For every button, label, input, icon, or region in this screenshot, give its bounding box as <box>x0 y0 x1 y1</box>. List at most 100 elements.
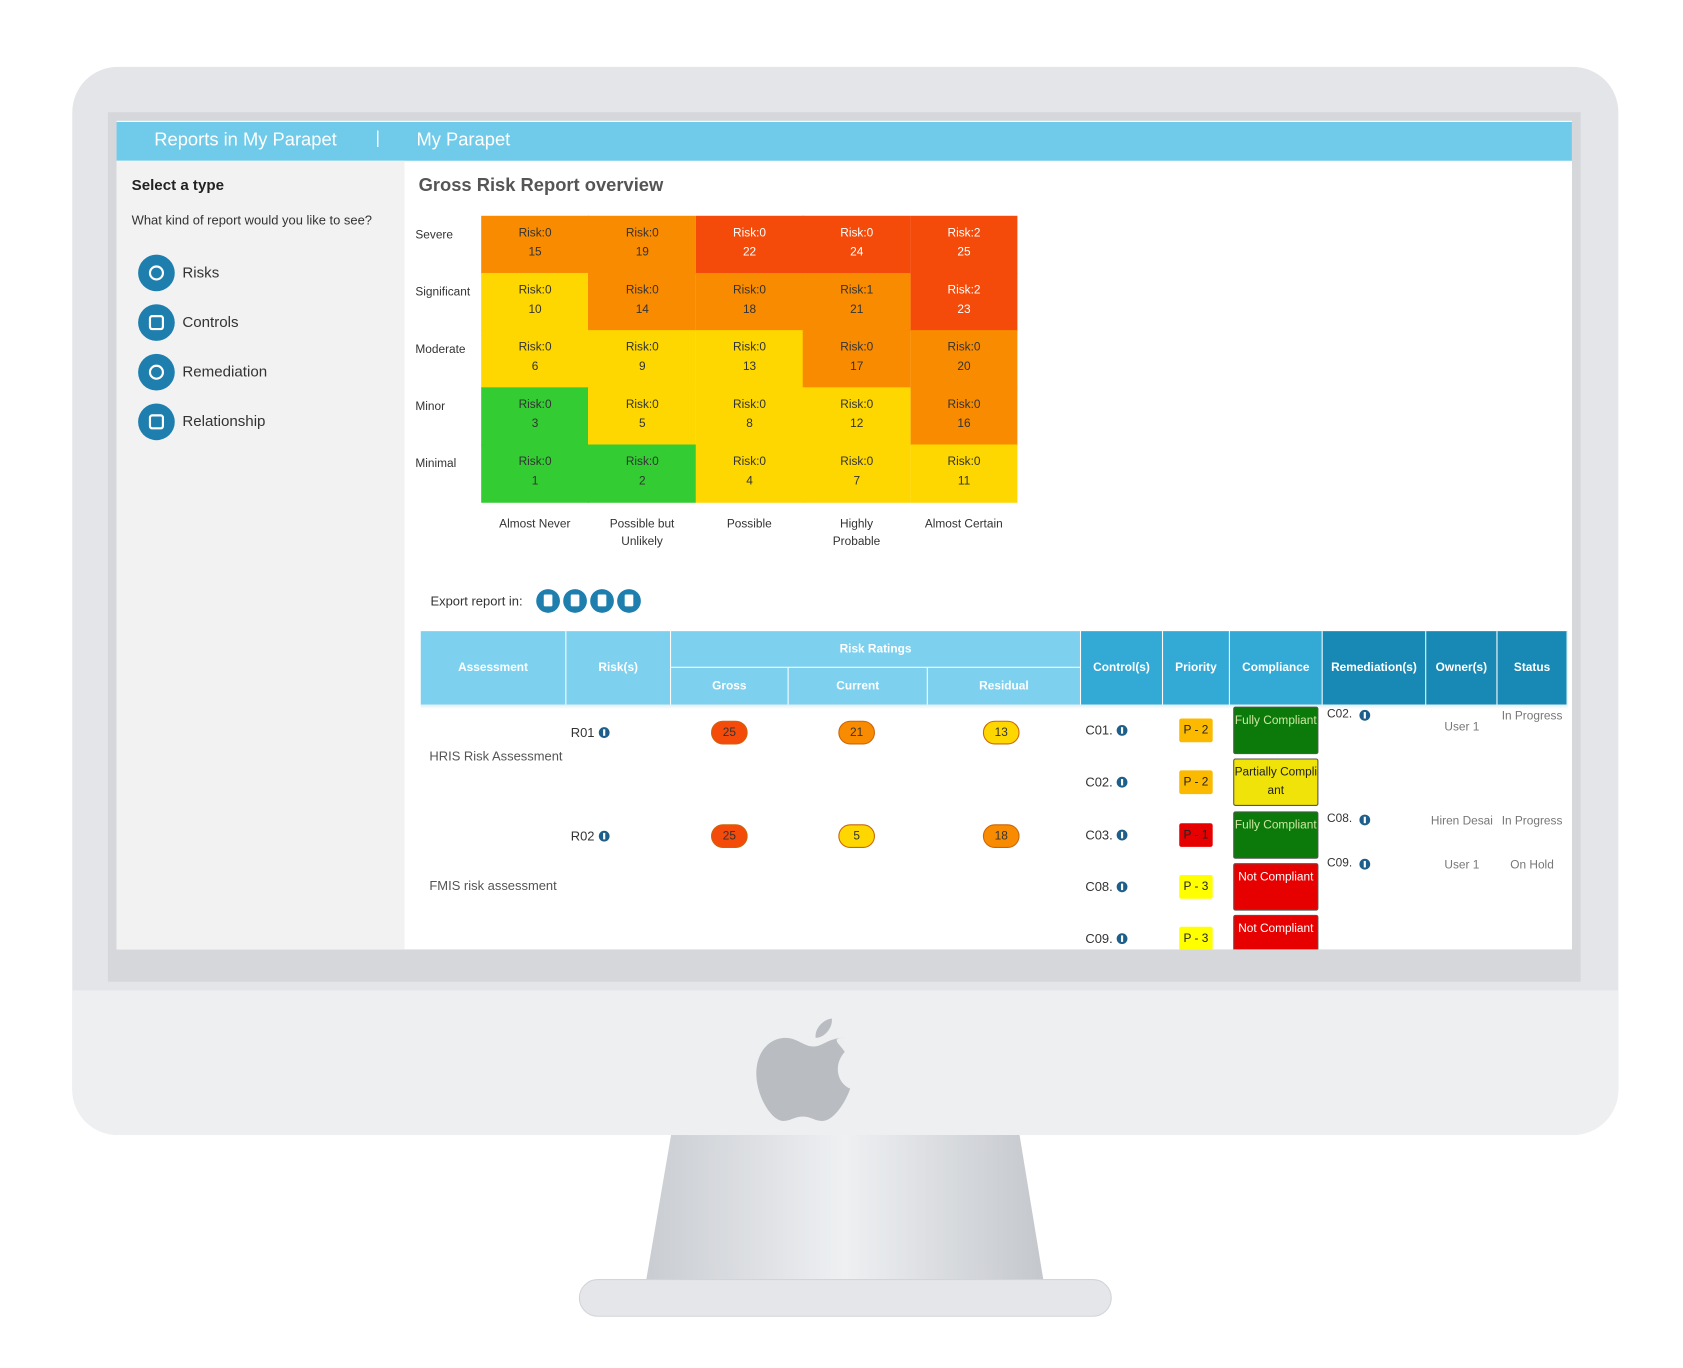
column-label: Possible <box>726 517 772 531</box>
priority-label: P - 2 <box>1183 723 1209 737</box>
sidebar-item[interactable]: Controls <box>182 312 239 331</box>
sidebar-title: Select a type <box>131 175 224 194</box>
heatmap-cell: Risk:0 11 <box>910 444 1018 503</box>
sidebar-icon[interactable] <box>138 254 175 292</box>
compliance-label: Partially Compliant <box>1234 766 1318 798</box>
row-label: Significant <box>415 285 471 299</box>
export-button[interactable] <box>563 589 587 613</box>
remediation-id: C09. <box>1327 856 1353 870</box>
export-glyph <box>624 594 634 607</box>
heatmap-cell: Risk:0 10 <box>481 272 589 331</box>
cell-risk: Risk:0 <box>733 283 767 297</box>
header-label: Compliance <box>1242 661 1310 675</box>
info-icon[interactable] <box>1116 725 1128 736</box>
heatmap-cell: Risk:2 23 <box>910 272 1018 331</box>
header-label: Risk(s) <box>598 661 639 675</box>
nav-link[interactable]: Reports in My Parapet <box>154 129 337 150</box>
info-glyph <box>1120 831 1124 839</box>
owner: User 1 <box>1444 858 1480 872</box>
heatmap-cell: Risk:0 5 <box>588 387 697 446</box>
info-icon[interactable] <box>1116 881 1128 893</box>
sidebar-icon[interactable] <box>138 304 175 341</box>
info-glyph <box>1120 935 1124 942</box>
column-label: Highly Probable <box>832 517 881 549</box>
heatmap-cell: Risk:0 9 <box>588 330 697 388</box>
risk-id: R02 <box>570 828 595 844</box>
heatmap-cell: Risk:0 22 <box>695 215 804 274</box>
heatmap-cell: Risk:0 13 <box>695 330 804 388</box>
cell-score: 8 <box>746 417 753 431</box>
assessment: HRIS Risk Assessment <box>429 748 563 764</box>
export-button[interactable] <box>590 589 614 613</box>
row-label: Minor <box>415 400 446 414</box>
info-icon[interactable] <box>1359 814 1371 826</box>
compliance-label: Not Compliant <box>1238 922 1314 936</box>
compliance-badge: Not Compliant <box>1233 914 1319 950</box>
cell-risk: Risk:1 <box>840 283 874 297</box>
sidebar-item[interactable]: Risks <box>182 263 220 281</box>
sidebar <box>116 160 405 950</box>
nav-link[interactable]: My Parapet <box>416 129 511 150</box>
info-icon[interactable] <box>1116 933 1128 945</box>
heatmap-cell: Risk:0 3 <box>481 387 589 446</box>
owner: Hiren Desai <box>1430 814 1493 828</box>
priority-badge: P - 1 <box>1179 823 1213 847</box>
cell-score: 23 <box>957 303 971 317</box>
header-shadow <box>420 704 1568 709</box>
info-icon[interactable] <box>1359 709 1371 721</box>
info-icon[interactable] <box>598 830 610 842</box>
rating-pill: 18 <box>982 824 1020 849</box>
table-header: Risk(s) <box>566 631 672 705</box>
cell-risk: Risk:0 <box>518 340 552 354</box>
table-header: Owner(s) <box>1426 631 1498 705</box>
sidebar-icon[interactable] <box>138 403 175 441</box>
cell-risk: Risk:0 <box>840 226 874 240</box>
cell-score: 17 <box>850 360 864 374</box>
export-button[interactable] <box>536 589 560 613</box>
cell-score: 5 <box>638 417 646 431</box>
export-label: Export report in: <box>430 593 523 609</box>
export-button[interactable] <box>617 589 641 613</box>
logo <box>756 1018 851 1121</box>
compliance-badge: Not Compliant <box>1233 863 1319 911</box>
compliance-label: Not Compliant <box>1238 870 1314 884</box>
info-glyph <box>1363 860 1366 868</box>
table-header: Priority <box>1163 631 1230 705</box>
heatmap-cell: Risk:0 20 <box>910 330 1018 388</box>
icon-glyph <box>148 315 164 331</box>
table-header: Gross <box>671 667 789 705</box>
sidebar-prompt: What kind of report would you like to se… <box>131 212 373 228</box>
info-icon[interactable] <box>1116 829 1128 841</box>
header-label: Assessment <box>458 661 529 675</box>
info-icon[interactable] <box>1116 776 1128 788</box>
sidebar-icon[interactable] <box>138 353 175 391</box>
heatmap-cell: Risk:0 18 <box>695 272 804 331</box>
cell-score: 2 <box>638 474 646 488</box>
cell-risk: Risk:0 <box>733 398 767 412</box>
row-label: Minimal <box>415 457 457 471</box>
row-label: Severe <box>415 228 453 242</box>
control-id: C01. <box>1085 722 1113 738</box>
info-glyph <box>1120 883 1124 891</box>
icon-glyph <box>148 265 164 281</box>
priority-label: P - 2 <box>1183 775 1209 789</box>
sidebar-item[interactable]: Relationship <box>182 412 266 430</box>
cell-score: 1 <box>531 474 539 488</box>
cell-score: 20 <box>957 360 971 374</box>
info-icon[interactable] <box>598 727 610 738</box>
rating-value: 18 <box>994 829 1008 843</box>
heatmap-cell: Risk:0 1 <box>481 444 589 503</box>
info-glyph <box>603 729 606 736</box>
heatmap-cell: Risk:0 19 <box>588 215 697 274</box>
assessment: FMIS risk assessment <box>429 878 557 894</box>
cell-risk: Risk:0 <box>840 398 874 412</box>
cell-score: 15 <box>528 245 542 259</box>
cell-risk: Risk:0 <box>625 283 659 297</box>
heatmap-cell: Risk:0 16 <box>910 387 1018 446</box>
info-glyph <box>603 832 606 840</box>
owner: User 1 <box>1444 720 1480 734</box>
header-label: Current <box>836 679 880 693</box>
info-icon[interactable] <box>1359 858 1371 870</box>
sidebar-item[interactable]: Remediation <box>182 362 268 380</box>
